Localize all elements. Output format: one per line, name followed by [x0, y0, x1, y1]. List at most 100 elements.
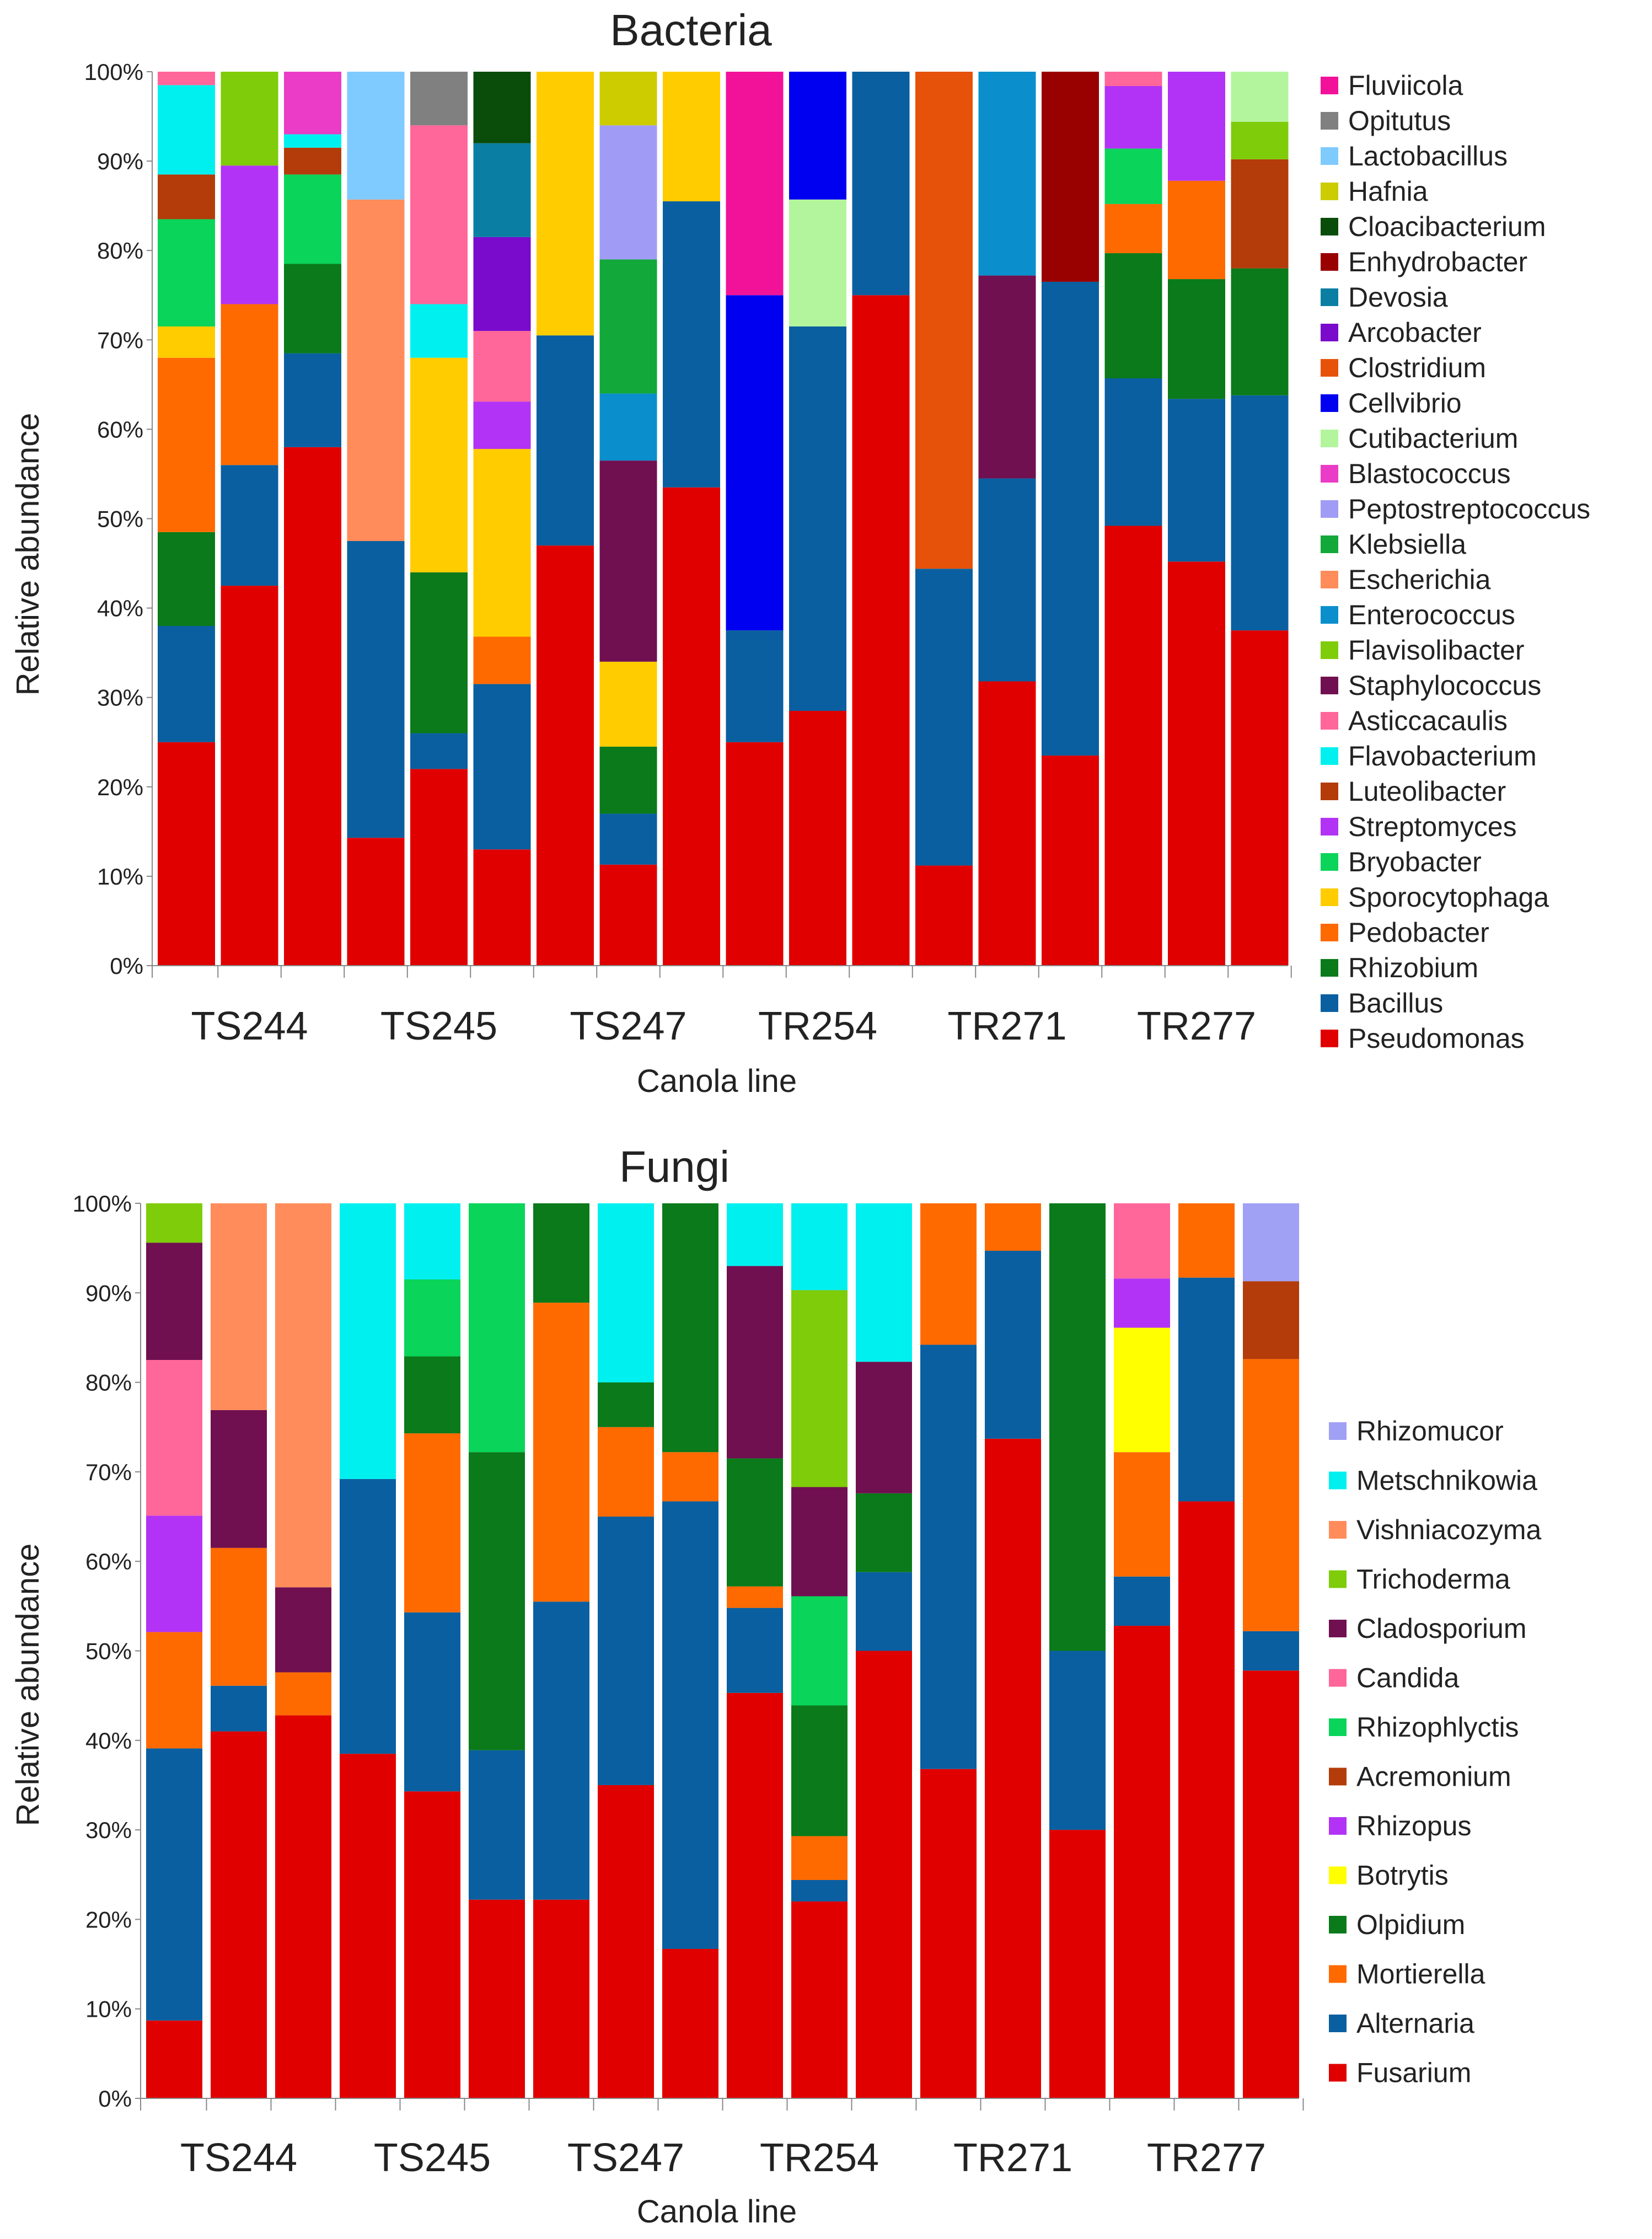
fungi-bar-11-rhizophlyctis — [791, 1596, 848, 1706]
fungi-bar-18-mortierella — [1243, 1359, 1299, 1631]
bacteria-bar-18-rhizobium — [1231, 268, 1289, 395]
bacteria-bar-5-rhizobium — [410, 572, 468, 733]
bacteria-bar-1-flavobacterium — [158, 85, 215, 175]
bacteria-bar-16-rhizobium — [1104, 253, 1162, 379]
fungi-legend-label-olpidium: Olpidium — [1356, 1909, 1465, 1940]
bacteria-axes: 0% 10% 20% 30% 40% 50% 60% 70% 80% 90% 100% TS244 TS… — [84, 59, 1292, 1048]
fungi-bar-5-rhizophlyctis — [404, 1279, 460, 1357]
bacteria-bar-3-bacillus — [284, 353, 341, 447]
fungi-y-tick-label: 100% — [73, 1191, 132, 1217]
bacteria-y-axis-label: Relative abundance — [10, 413, 46, 696]
fungi-bar-12-metschnikowia — [856, 1203, 912, 1362]
bacteria-legend-swatch-lactobacillus — [1321, 147, 1338, 165]
bacteria-legend-label-bacillus: Bacillus — [1348, 988, 1443, 1019]
bacteria-bar-2-pedobacter — [221, 304, 278, 465]
fungi-bar-2-alternaria — [211, 1685, 267, 1732]
fungi-legend-label-rhizopus: Rhizopus — [1356, 1811, 1471, 1841]
fungi-legend-label-mortierella: Mortierella — [1356, 1959, 1485, 1990]
bacteria-bar-8-bacillus — [599, 813, 657, 865]
fungi-bar-14-mortierella — [985, 1203, 1041, 1251]
bacteria-bar-1-bryobacter — [158, 219, 215, 326]
bacteria-bar-16-bryobacter — [1104, 148, 1162, 204]
fungi-bar-1-candida — [146, 1360, 202, 1516]
fungi-bar-15-alternaria — [1049, 1651, 1106, 1830]
fungi-bar-4-metschnikowia — [340, 1203, 396, 1479]
bacteria-bar-4-lactobacillus — [347, 72, 405, 200]
bacteria-bar-6-devosia — [473, 143, 531, 237]
fungi-bar-6-alternaria — [469, 1750, 525, 1900]
bacteria-bar-7-sporocytophaga — [537, 72, 594, 336]
fungi-bar-9-mortierella — [662, 1452, 718, 1502]
fungi-bar-5-olpidium — [404, 1356, 460, 1434]
fungi-bar-11-alternaria — [791, 1879, 848, 1901]
bacteria-bar-15-enhydrobacter — [1042, 72, 1099, 282]
fungi-bar-1-rhizopus — [146, 1515, 202, 1632]
fungi-bar-11-mortierella — [791, 1836, 848, 1880]
bacteria-legend-label-cellvibrio: Cellvibrio — [1348, 388, 1462, 419]
bacteria-legend-swatch-escherichia — [1321, 571, 1338, 588]
bacteria-bar-12-bacillus — [852, 72, 910, 296]
fungi-legend-label-alternaria: Alternaria — [1356, 2008, 1474, 2039]
bacteria-group-label-ts245: TS245 — [380, 1004, 497, 1048]
bacteria-legend-label-pedobacter: Pedobacter — [1348, 917, 1489, 948]
fungi-bar-10-metschnikowia — [727, 1203, 783, 1266]
fungi-bar-1-trichoderma — [146, 1203, 202, 1243]
fungi-legend-label-botrytis: Botrytis — [1356, 1860, 1449, 1891]
bacteria-bar-11-bacillus — [789, 326, 846, 711]
fungi-legend-swatch-mortierella — [1329, 1965, 1347, 1983]
fungi-x-axis-label: Canola line — [637, 2194, 797, 2230]
bacteria-legend-label-bryobacter: Bryobacter — [1348, 847, 1482, 877]
bacteria-bar-10-bacillus — [726, 630, 784, 742]
bacteria-legend-swatch-cloacibacterium — [1321, 218, 1338, 235]
bacteria-bar-2-pseudomonas — [221, 586, 278, 966]
bacteria-legend-label-enterococcus: Enterococcus — [1348, 599, 1515, 630]
fungi-bar-10-alternaria — [727, 1608, 783, 1693]
fungi-legend-label-rhizomucor: Rhizomucor — [1356, 1416, 1504, 1447]
bacteria-y-tick-label: 100% — [84, 59, 143, 85]
bacteria-y-tick-label: 30% — [97, 685, 143, 711]
fungi-bar-15-fusarium — [1049, 1830, 1106, 2098]
fungi-bar-16-alternaria — [1114, 1576, 1170, 1626]
fungi-bar-2-vishniacozyma — [211, 1203, 267, 1410]
bacteria-legend-label-asticcacaulis: Asticcacaulis — [1348, 705, 1508, 736]
bacteria-bar-11-cellvibrio — [789, 72, 846, 200]
bacteria-legend-label-opitutus: Opitutus — [1348, 105, 1451, 136]
bacteria-bar-14-staphylococcus — [978, 275, 1036, 479]
fungi-bar-2-mortierella — [211, 1547, 267, 1686]
fungi-bar-11-olpidium — [791, 1705, 848, 1836]
fungi-legend-swatch-botrytis — [1329, 1866, 1347, 1884]
bacteria-bar-3-bryobacter — [284, 174, 341, 264]
bacteria-bar-2-flavisolibacter — [221, 72, 278, 166]
bacteria-bar-6-pseudomonas — [473, 849, 531, 966]
bacteria-y-tick-label: 50% — [97, 506, 143, 532]
bacteria-bar-1-sporocytophaga — [158, 326, 215, 358]
fungi-legend-label-cladosporium: Cladosporium — [1356, 1613, 1526, 1644]
bacteria-bar-17-rhizobium — [1168, 279, 1225, 399]
fungi-bar-4-fusarium — [340, 1754, 396, 2098]
fungi-legend-label-acremonium: Acremonium — [1356, 1761, 1511, 1792]
fungi-legend-swatch-rhizopus — [1329, 1817, 1347, 1835]
bacteria-legend-swatch-flavobacterium — [1321, 747, 1338, 765]
fungi-bar-18-acremonium — [1243, 1281, 1299, 1359]
bacteria-bar-5-sporocytophaga — [410, 357, 468, 572]
fungi-group-label-ts247: TS247 — [567, 2136, 684, 2180]
fungi-bar-8-fusarium — [598, 1785, 654, 2098]
fungi-y-tick-label: 0% — [98, 2086, 132, 2112]
bacteria-legend-label-enhydrobacter: Enhydrobacter — [1348, 247, 1527, 277]
fungi-bar-16-botrytis — [1114, 1327, 1170, 1453]
fungi-bar-8-mortierella — [598, 1427, 654, 1517]
bacteria-bar-18-bacillus — [1231, 395, 1289, 631]
fungi-bar-3-mortierella — [275, 1672, 331, 1716]
bacteria-bar-1-pseudomonas — [158, 742, 215, 966]
bacteria-bar-1-rhizobium — [158, 532, 215, 626]
bacteria-legend-swatch-bryobacter — [1321, 853, 1338, 871]
fungi-bar-1-alternaria — [146, 1748, 202, 2021]
bacteria-legend-swatch-opitutus — [1321, 112, 1338, 130]
fungi-bar-13-mortierella — [920, 1203, 977, 1345]
fungi-y-tick-label: 40% — [85, 1728, 132, 1754]
fungi-bar-9-fusarium — [662, 1948, 718, 2098]
bacteria-bar-6-arcobacter — [473, 237, 531, 331]
bacteria-bar-8-staphylococcus — [599, 460, 657, 662]
bacteria-bar-8-hafnia — [599, 72, 657, 126]
fungi-group-label-ts245: TS245 — [374, 2136, 491, 2180]
